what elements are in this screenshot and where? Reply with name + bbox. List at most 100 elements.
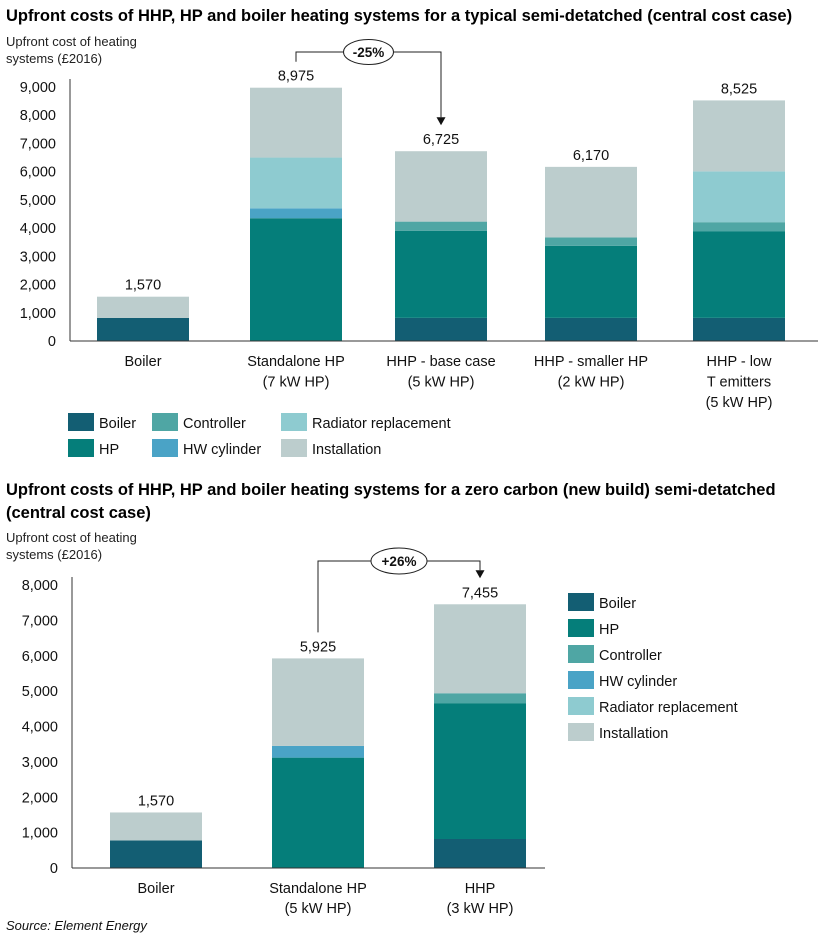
annotation-bracket-left <box>317 560 371 633</box>
legend-swatch <box>281 439 307 457</box>
legend-label: Boiler <box>599 596 636 612</box>
bar-segment <box>434 703 526 839</box>
y-tick-label: 0 <box>48 334 56 350</box>
y-tick-label: 7,000 <box>20 136 56 152</box>
bar-segment <box>395 317 487 341</box>
y-tick-label: 4,000 <box>22 720 58 736</box>
legend-swatch <box>568 645 594 663</box>
bar-segment <box>434 838 526 868</box>
y-tick-label: 8,000 <box>20 108 56 124</box>
chart1-title: Upfront costs of HHP, HP and boiler heat… <box>6 7 792 25</box>
legend-label: Controller <box>599 648 662 664</box>
y-tick-label: 6,000 <box>22 649 58 665</box>
legend-swatch <box>152 439 178 457</box>
bar-total-label: 1,570 <box>138 793 174 809</box>
y-tick-label: 5,000 <box>22 684 58 700</box>
bar-segment <box>272 745 364 758</box>
bar-segment <box>545 317 637 341</box>
category-label: (7 kW HP) <box>263 375 330 391</box>
source-note: Source: Element Energy <box>6 918 148 933</box>
bar-segment <box>693 100 785 172</box>
bar-segment <box>272 658 364 746</box>
chart2-legend: Boiler HP Controller HW cylinder Radiator re… <box>568 593 738 742</box>
annotation-label: +26% <box>382 554 417 569</box>
legend-swatch <box>68 413 94 431</box>
legend-label: Installation <box>312 442 381 458</box>
chart2-ylabel-line2: systems (£2016) <box>6 547 102 562</box>
annotation-bracket-left <box>295 51 344 62</box>
y-tick-label: 1,000 <box>20 306 56 322</box>
y-tick-label: 8,000 <box>22 578 58 594</box>
legend-label: Radiator replacement <box>599 700 738 716</box>
y-tick-label: 5,000 <box>20 193 56 209</box>
bar-segment <box>110 840 202 868</box>
category-label: (3 kW HP) <box>447 901 514 917</box>
category-label: (5 kW HP) <box>706 395 773 411</box>
category-label: HHP - smaller HP <box>534 354 648 370</box>
bar-segment <box>545 166 637 238</box>
y-tick-label: 7,000 <box>22 613 58 629</box>
bar-total-label: 6,725 <box>423 132 459 148</box>
legend-label: Radiator replacement <box>312 416 451 432</box>
bar-total-label: 1,570 <box>125 278 161 294</box>
bar-segment <box>434 604 526 694</box>
bar-total-label: 6,170 <box>573 148 609 164</box>
bar-segment <box>434 693 526 704</box>
y-tick-label: 3,000 <box>22 755 58 771</box>
legend-swatch <box>68 439 94 457</box>
legend-swatch <box>568 619 594 637</box>
chart2-title-line2: (central cost case) <box>6 504 151 522</box>
annotation-oval <box>343 39 394 65</box>
annotation-bracket-right <box>393 51 442 118</box>
bar-total-label: 8,975 <box>278 69 314 85</box>
bar-segment <box>97 317 189 341</box>
category-label: (5 kW HP) <box>408 375 475 391</box>
y-tick-label: 9,000 <box>20 80 56 96</box>
legend-label: HP <box>99 442 119 458</box>
legend-swatch <box>568 593 594 611</box>
chart2-plot: 0 1,000 2,000 3,000 4,000 5,000 6,000 7,000 8,00… <box>22 547 545 917</box>
y-tick-label: 2,000 <box>22 790 58 806</box>
bar-segment <box>110 812 202 841</box>
bar-segment <box>250 218 342 341</box>
category-label: HHP - base case <box>386 354 495 370</box>
legend-swatch <box>568 723 594 741</box>
bar-segment <box>97 296 189 318</box>
category-label: (2 kW HP) <box>558 375 625 391</box>
annotation-oval <box>370 547 428 575</box>
bar-segment <box>693 222 785 232</box>
bar-segment <box>693 317 785 341</box>
legend-swatch <box>568 671 594 689</box>
category-label: T emitters <box>707 375 771 391</box>
bar-total-label: 5,925 <box>300 639 336 655</box>
y-tick-label: 3,000 <box>20 249 56 265</box>
legend-label: HP <box>599 622 619 638</box>
annotation-arrowhead <box>475 570 485 579</box>
legend-label: HW cylinder <box>599 674 677 690</box>
bar-segment <box>545 237 637 246</box>
bar-segment <box>250 87 342 158</box>
bar-segment <box>272 757 364 868</box>
category-label: HHP <box>465 881 496 897</box>
bar-segment <box>693 171 785 223</box>
legend-label: Boiler <box>99 416 136 432</box>
category-label: Boiler <box>137 881 174 897</box>
bar-segment <box>250 208 342 219</box>
chart1-plot: 0 1,000 2,000 3,000 4,000 5,000 6,000 7,000 8,00… <box>20 39 818 411</box>
bar-segment <box>545 245 637 318</box>
chart1-ylabel-line1: Upfront cost of heating <box>6 34 137 49</box>
bar-segment <box>395 230 487 318</box>
category-label: Standalone HP <box>247 354 345 370</box>
bar-segment <box>693 231 785 318</box>
legend-label: Installation <box>599 726 668 742</box>
chart2-ylabel-line1: Upfront cost of heating <box>6 530 137 545</box>
bar-total-label: 8,525 <box>721 81 757 97</box>
bar-segment <box>395 151 487 222</box>
category-label: Boiler <box>124 354 161 370</box>
annotation-label: -25% <box>353 45 385 60</box>
y-tick-label: 6,000 <box>20 165 56 181</box>
y-tick-label: 4,000 <box>20 221 56 237</box>
legend-swatch <box>281 413 307 431</box>
bar-total-label: 7,455 <box>462 585 498 601</box>
